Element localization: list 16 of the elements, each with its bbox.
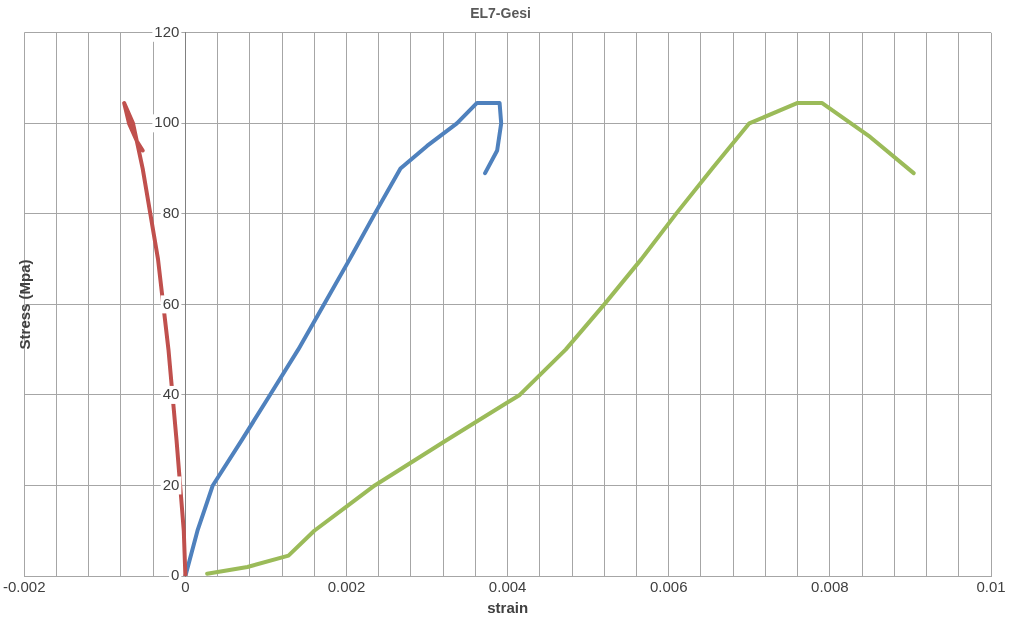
y-tick-label: 40 — [162, 385, 180, 403]
x-tick-label: 0.01 — [976, 578, 1006, 596]
x-tick-label: 0.004 — [488, 578, 527, 596]
y-tick-label: 120 — [154, 22, 180, 40]
x-tick-label: 0.008 — [811, 578, 849, 596]
x-tick-label: 0.006 — [649, 578, 688, 596]
y-tick-label: 20 — [162, 475, 180, 493]
y-tick-label: 60 — [162, 294, 180, 312]
y-tick-label: 0 — [171, 566, 180, 584]
y-axis-title: Stress (Mpa) — [16, 259, 34, 350]
chart-title: EL7-Gesi — [470, 5, 531, 22]
x-tick-label: 0.002 — [327, 578, 366, 596]
x-axis-title: strain — [487, 599, 529, 617]
x-tick-label: -0.002 — [2, 578, 46, 596]
y-tick-label: 100 — [154, 113, 180, 131]
y-tick-label: 80 — [162, 204, 180, 222]
